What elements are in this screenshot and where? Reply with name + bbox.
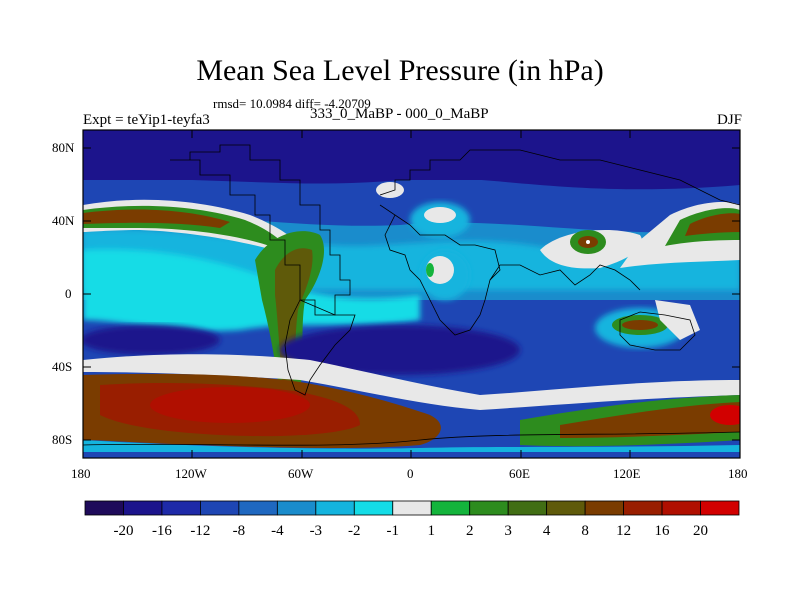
colorbar-swatch (353, 500, 394, 516)
colorbar-label: 1 (427, 523, 435, 539)
lon-label: 60E (509, 466, 530, 481)
colorbar-label: 3 (504, 523, 512, 539)
colorbar-swatch (84, 500, 124, 516)
experiment-label: Expt = teYip1-teyfa3 (83, 112, 210, 128)
colorbar-swatch (392, 500, 432, 516)
colorbar-swatch (469, 500, 509, 516)
colorbar-label: 4 (543, 523, 551, 539)
lat-label: 40N (52, 213, 75, 228)
lat-label: 80S (52, 432, 73, 447)
colorbar-label: 12 (616, 523, 631, 539)
lon-label: 120W (175, 466, 207, 481)
colorbar-swatch (623, 500, 663, 516)
difference-label: 333_0_MaBP - 000_0_MaBP (310, 106, 489, 122)
lon-label: 120E (613, 466, 641, 481)
colorbar-swatch (584, 500, 624, 516)
colorbar-label: -2 (348, 523, 361, 539)
lon-label: 180 (728, 466, 748, 481)
colorbar-label: -3 (310, 523, 323, 539)
map-field (83, 130, 740, 458)
colorbar-swatch (546, 500, 586, 516)
colorbar-swatch (161, 500, 201, 516)
colorbar-swatch (661, 500, 701, 516)
chart-title: Mean Sea Level Pressure (in hPa) (196, 54, 604, 87)
stats-label: rmsd= 10.0984 diff= -4.20709 (213, 96, 371, 111)
colorbar-label: -1 (387, 523, 400, 539)
season-label: DJF (716, 112, 742, 128)
lon-label: 0 (407, 466, 414, 481)
lon-label: 180 (71, 466, 91, 481)
lat-label: 0 (65, 286, 72, 301)
colorbar-label: -20 (113, 523, 133, 539)
colorbar-label: -8 (233, 523, 246, 539)
axis-ticks (82, 130, 741, 458)
colorbar-swatch (700, 500, 740, 516)
lon-label: 60W (288, 466, 314, 481)
colorbar-swatch (315, 500, 355, 516)
colorbar-label: 16 (655, 523, 671, 539)
colorbar-swatch (276, 500, 317, 516)
colorbar-label: -12 (190, 523, 210, 539)
colorbar-label: -16 (152, 523, 172, 539)
coastlines (83, 144, 740, 446)
colorbar-label: 8 (581, 523, 589, 539)
lat-label: 40S (52, 359, 73, 374)
colorbar-swatch (507, 500, 548, 516)
colorbar-label: 2 (466, 523, 474, 539)
colorbar-swatch (200, 500, 240, 516)
colorbar-label: 20 (693, 523, 708, 539)
colorbar-swatch (123, 500, 163, 516)
colorbar-swatch (430, 500, 471, 516)
lat-label: 80N (52, 140, 75, 155)
colorbar-label: -4 (271, 523, 284, 539)
colorbar-swatch (238, 500, 278, 516)
